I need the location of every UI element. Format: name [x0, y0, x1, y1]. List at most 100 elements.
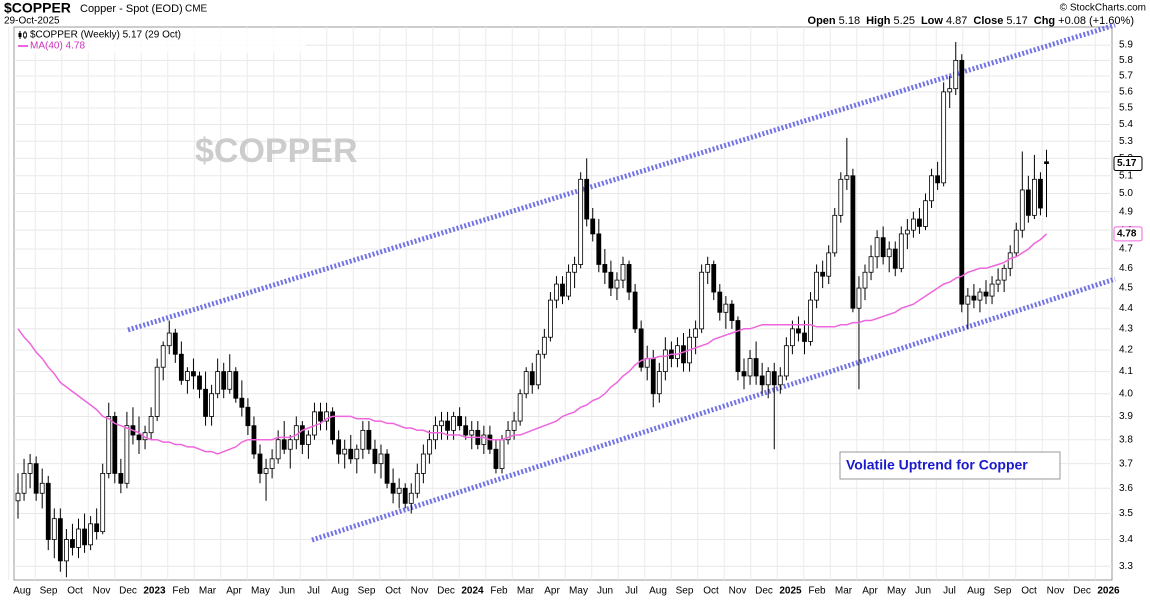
x-tick-label: Apr — [862, 586, 878, 597]
candle-body — [590, 218, 596, 235]
candle-body — [898, 233, 904, 269]
candle-body — [741, 371, 747, 377]
quote-value: 5.17 — [1006, 15, 1027, 27]
candle-body — [790, 328, 795, 347]
candle-body — [118, 473, 124, 484]
candle-body — [892, 248, 898, 269]
candle-body — [112, 416, 118, 474]
candle-body — [330, 411, 336, 441]
y-tick-label: 3.9 — [1119, 411, 1133, 422]
candle-body — [699, 271, 705, 330]
x-tick-label: Oct — [703, 586, 719, 597]
candle-body — [227, 371, 233, 390]
candle-body — [426, 439, 432, 455]
legend-price: $COPPER (Weekly) 5.17 (29 Oct) — [30, 30, 181, 41]
candle-body — [989, 283, 995, 297]
x-tick-label: Apr — [226, 586, 242, 597]
candle-body — [402, 487, 408, 504]
candle-body — [281, 439, 287, 450]
candle-body — [862, 271, 868, 289]
marks — [15, 42, 1049, 578]
candle-body — [808, 299, 813, 342]
candle-body — [178, 353, 184, 381]
last-price-tag-box — [1113, 156, 1143, 172]
candle-body — [493, 448, 499, 469]
candle-body — [608, 271, 614, 289]
x-tick-label: Feb — [172, 586, 190, 597]
candle-body — [856, 287, 862, 309]
candle-body — [517, 393, 523, 422]
x-tick-label: Nov — [411, 586, 429, 597]
y-tick-label: 4.1 — [1119, 366, 1133, 377]
quote-value: 5.25 — [894, 15, 915, 27]
candle-body — [299, 425, 305, 445]
candle-body — [209, 393, 215, 417]
candle-body — [384, 453, 390, 484]
y-tick-label: 4.6 — [1119, 263, 1133, 274]
candle-body — [529, 371, 535, 386]
candle-body — [372, 448, 378, 465]
candle-body — [33, 463, 39, 494]
candle-body — [263, 468, 269, 474]
candle-body — [759, 375, 765, 386]
candle-body — [269, 458, 275, 469]
candle-body — [662, 349, 668, 372]
x-tick-label: Oct — [67, 586, 83, 597]
y-tick-label: 3.4 — [1119, 534, 1133, 545]
candle-body — [1044, 161, 1049, 164]
ma-price-tag: 4.78 — [1117, 229, 1137, 240]
y-tick-label: 4.4 — [1119, 303, 1133, 314]
candle-body — [257, 453, 263, 474]
candle-body — [578, 178, 584, 265]
x-tick-label: Jul — [625, 586, 638, 597]
candle-body — [15, 492, 21, 502]
candle-body — [445, 420, 450, 431]
candle-body — [451, 416, 457, 431]
candle-body — [771, 371, 777, 386]
x-tick-label: Sep — [40, 586, 58, 597]
candle-body — [100, 473, 106, 533]
x-tick-label: May — [569, 586, 588, 597]
candle-body — [1007, 252, 1013, 269]
quote-label: Close — [973, 15, 1003, 27]
candle-body — [868, 256, 874, 273]
candle-body — [977, 291, 983, 301]
x-tick-label: Oct — [1021, 586, 1037, 597]
candle-body — [983, 291, 989, 297]
candle-body — [420, 453, 426, 474]
y-tick-label: 3.5 — [1119, 508, 1133, 519]
lower-channel-line — [311, 276, 1116, 543]
candle-body — [971, 295, 977, 301]
instrument-name: Copper - Spot (EOD) — [80, 3, 183, 15]
candle-body — [390, 482, 396, 494]
x-tick-label: Mar — [199, 586, 217, 597]
x-tick-label: Feb — [490, 586, 508, 597]
candle-body — [1038, 178, 1043, 209]
candle-body — [541, 336, 547, 355]
x-tick-label: 2024 — [461, 586, 484, 597]
candle-body — [880, 237, 886, 258]
candle-body — [656, 371, 662, 395]
candle-body — [70, 539, 75, 548]
candle-body — [548, 299, 553, 338]
candle-body — [638, 328, 644, 368]
candle-body — [717, 291, 723, 313]
candle-body — [554, 283, 559, 301]
date: 29-Oct-2025 — [4, 16, 60, 27]
grid — [8, 27, 1112, 580]
candle-body — [354, 448, 360, 460]
candle-body — [221, 371, 227, 390]
candle-body — [318, 411, 323, 422]
candle-body — [305, 434, 311, 445]
candle-body — [995, 279, 1001, 285]
candle-body — [747, 358, 753, 377]
x-tick-label: Nov — [93, 586, 111, 597]
upper-channel-line — [127, 22, 1116, 333]
candle-body — [826, 252, 832, 277]
candle-body — [644, 358, 650, 368]
candle-body — [602, 264, 608, 273]
y-tick-label: 5.7 — [1119, 71, 1133, 82]
candle-body — [783, 345, 789, 377]
candle-body — [572, 264, 577, 273]
candle-body — [681, 345, 686, 364]
